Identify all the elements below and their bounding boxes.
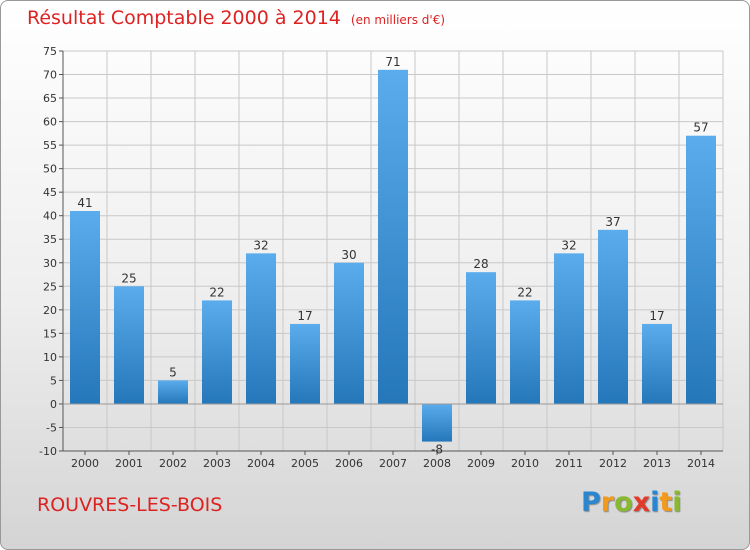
proxiti-logo-letter: P (581, 487, 601, 518)
y-tick-label: 65 (43, 92, 57, 105)
x-tick-label: 2014 (687, 457, 715, 470)
bar (158, 380, 188, 404)
x-tick-label: 2010 (511, 457, 539, 470)
y-tick-label: -10 (39, 445, 57, 458)
y-tick-label: 40 (43, 210, 57, 223)
bar (202, 300, 232, 404)
bar-value-label: 32 (253, 238, 268, 252)
bar-value-label: 41 (77, 196, 92, 210)
labels: -10 -5 0 5 10 15 20 25 30 35 40 45 50 55 60 65 70 75 41 200… (39, 45, 715, 470)
y-tick-label: 25 (43, 280, 57, 293)
bar (378, 69, 408, 404)
proxiti-logo-letter: i (650, 487, 660, 518)
proxiti-logo-letter: i (672, 487, 682, 518)
bar-value-label: -8 (431, 443, 443, 457)
commune-name: ROUVRES-LES-BOIS (37, 494, 223, 516)
bar (422, 403, 452, 442)
bar-value-label: 17 (297, 309, 312, 323)
bar (70, 211, 100, 404)
y-tick-label: 70 (43, 69, 57, 82)
bar (246, 253, 276, 404)
x-tick-label: 2003 (203, 457, 231, 470)
bar-value-label: 25 (121, 271, 136, 285)
y-tick-label: 20 (43, 304, 57, 317)
bar-value-label: 22 (517, 285, 532, 299)
y-tick-label: 75 (43, 45, 57, 58)
axes (59, 50, 723, 455)
bar-value-label: 5 (169, 365, 177, 379)
x-tick-label: 2002 (159, 457, 187, 470)
bar (114, 286, 144, 404)
y-tick-label: 50 (43, 163, 57, 176)
x-tick-label: 2005 (291, 457, 319, 470)
bar (686, 135, 716, 404)
bar-value-label: 17 (649, 309, 664, 323)
bar-value-label: 32 (561, 238, 576, 252)
bars (70, 69, 716, 442)
y-tick-label: 30 (43, 257, 57, 270)
bar (554, 253, 584, 404)
bar-value-label: 71 (385, 55, 400, 69)
bar (334, 262, 364, 404)
bar (598, 229, 628, 404)
proxiti-logo: Proxiti (581, 487, 682, 518)
y-tick-label: 35 (43, 233, 57, 246)
proxiti-logo-letter: r (600, 487, 615, 518)
bar (466, 272, 496, 404)
bar-value-label: 57 (693, 121, 708, 135)
x-tick-label: 2006 (335, 457, 363, 470)
proxiti-logo-letter: o (614, 487, 633, 518)
x-tick-label: 2012 (599, 457, 627, 470)
x-tick-label: 2008 (423, 457, 451, 470)
chart-title-text: Résultat Comptable 2000 à 2014 (27, 7, 341, 29)
x-tick-label: 2013 (643, 457, 671, 470)
proxiti-logo-letter: t (659, 487, 673, 518)
bar (510, 300, 540, 404)
y-tick-label: 55 (43, 139, 57, 152)
y-tick-label: 45 (43, 186, 57, 199)
bar-value-label: 28 (473, 257, 488, 271)
y-tick-label: 10 (43, 351, 57, 364)
y-tick-label: 60 (43, 116, 57, 129)
bar (642, 323, 672, 404)
chart-unit-note: (en milliers d'€) (350, 13, 446, 27)
y-tick-label: 5 (50, 374, 57, 387)
x-tick-label: 2007 (379, 457, 407, 470)
y-tick-label: -5 (46, 421, 57, 434)
chart-title: Résultat Comptable 2000 à 2014 (en millie… (27, 7, 445, 29)
bar-value-label: 37 (605, 215, 620, 229)
bar-value-label: 30 (341, 248, 356, 262)
bar-value-label: 22 (209, 285, 224, 299)
x-tick-label: 2004 (247, 457, 275, 470)
proxiti-logo-letter: x (632, 487, 651, 518)
x-tick-label: 2009 (467, 457, 495, 470)
bar (290, 323, 320, 404)
y-tick-label: 0 (50, 398, 57, 411)
y-tick-label: 15 (43, 327, 57, 340)
x-tick-label: 2000 (71, 457, 99, 470)
x-tick-label: 2001 (115, 457, 143, 470)
x-tick-label: 2011 (555, 457, 583, 470)
